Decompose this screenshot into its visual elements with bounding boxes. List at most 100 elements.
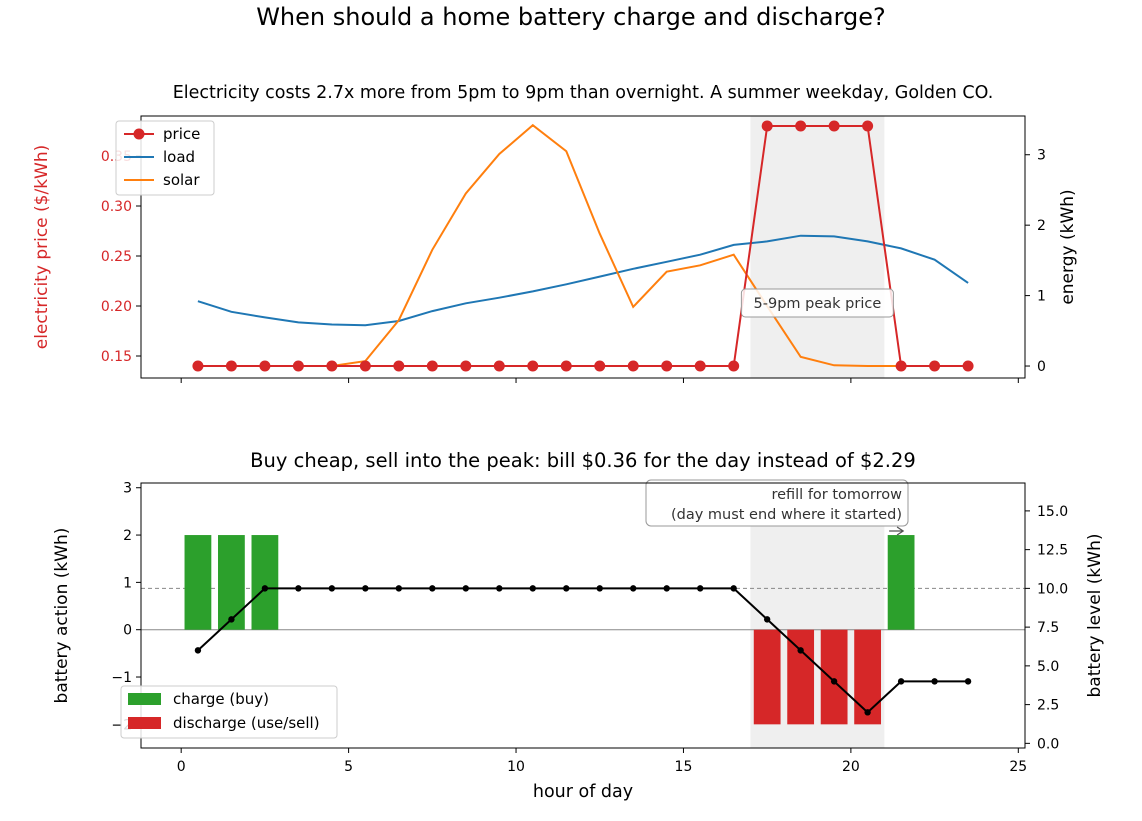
battery-level-point [362,585,369,592]
x-tick-label: 5 [344,759,353,775]
x-tick-label: 20 [842,759,860,775]
y-right-tick-label: 12.5 [1037,543,1068,559]
battery-level-point [395,585,403,592]
y-left-tick-label: 0.20 [101,299,132,315]
y-right-tick-label: 0.0 [1037,736,1059,752]
discharge-bar [787,629,815,725]
price-series-line [197,125,969,367]
price-point [292,360,304,372]
battery-level-point [864,709,871,716]
x-axis-label: hour of day [533,782,633,802]
battery-level-point [295,585,302,592]
y-left-tick-label: 1 [123,575,132,591]
refill-annotation-box [645,479,909,527]
peak-annotation: 5-9pm peak price [754,296,882,312]
battery-level-point [529,585,536,592]
refill-annotation-line2: (day must end where it started) [671,507,902,523]
plot-frame [140,115,1026,379]
price-point [460,360,472,372]
y-right-tick-label: 2.5 [1037,698,1059,714]
y-right-tick-label: 10.0 [1037,581,1068,597]
y-right-tick-label: 5.0 [1037,659,1059,675]
battery-level-point [496,585,503,592]
figure-title: When should a home battery charge and di… [256,3,886,31]
panel-title: Electricity costs 2.7x more from 5pm to … [173,83,994,103]
battery-action-panel: Buy cheap, sell into the peak: bill $0.3… [52,449,1105,802]
price-point [862,120,874,132]
price-point [225,360,237,372]
charge-bar [251,535,279,630]
legend-label: charge (buy) [173,690,269,708]
y-right-tick-label: 3 [1037,148,1046,164]
discharge-bar [753,629,781,725]
discharge-bar [820,629,848,725]
battery-level-point [663,585,670,592]
x-tick-label: 10 [507,759,525,775]
price-energy-panel: Electricity costs 2.7x more from 5pm to … [32,83,1078,383]
price-point [761,120,773,132]
battery-level-point [797,647,804,654]
load-series-line [197,234,969,327]
legend-label: discharge (use/sell) [173,714,320,732]
y-left-tick-label: 3 [123,481,132,497]
y-left-tick-label: 0.15 [101,349,132,365]
battery-level-point [630,585,637,592]
price-point [795,120,807,132]
price-point [527,360,539,372]
price-point [493,360,505,372]
price-point [962,360,974,372]
price-point [560,360,572,372]
price-point [929,360,941,372]
battery-level-point [596,585,603,592]
legend-label-solar: solar [163,171,200,189]
x-tick-label: 0 [177,759,186,775]
price-point [828,120,840,132]
y-left-tick-label: 2 [123,528,132,544]
plot-frame [140,482,1026,749]
battery-level-point [696,585,704,592]
legend-label-price: price [163,125,200,143]
y-right-tick-label: 2 [1037,218,1046,234]
legend-box [120,685,338,739]
price-point [326,360,338,372]
battery-level-point [261,585,269,592]
refill-arrow [889,526,905,536]
legend-marker-price [133,128,145,140]
refill-annotation-line1: refill for tomorrow [771,487,902,503]
battery-level-point [763,616,771,623]
price-point [694,360,706,372]
legend-box [115,120,215,196]
y-right-tick-label: 1 [1037,289,1046,305]
y-left-tick-label: 0 [123,623,132,639]
y-right-tick-label: 0 [1037,359,1046,375]
discharge-bar [854,629,882,725]
y-right-tick-label: 7.5 [1037,620,1059,636]
peak-annotation-box [740,288,894,318]
y-left-tick-label: −1 [111,670,132,686]
price-point [393,360,405,372]
battery-level-point [228,616,235,623]
battery-level-point [931,678,938,685]
x-tick-label: 25 [1009,759,1027,775]
price-point [359,360,371,372]
y-left-tick-label: 0.25 [101,249,132,265]
price-point [728,360,740,372]
panel-title: Buy cheap, sell into the peak: bill $0.3… [250,449,916,472]
charge-bar [887,535,915,630]
y-right-tick-label: 15.0 [1037,504,1068,520]
price-point [426,360,438,372]
legend-swatch [128,717,161,729]
battery-level-line [197,587,969,714]
battery-level-point [897,678,905,685]
peak-shading [750,116,885,378]
battery-level-point [964,678,972,685]
price-point [661,360,673,372]
price-point [192,360,204,372]
price-point [594,360,606,372]
charge-bar [184,535,212,630]
charge-bar [218,535,245,630]
y-left-tick-label: 0.30 [101,199,132,215]
legend-label-load: load [163,148,195,166]
battery-level-point [462,585,470,592]
